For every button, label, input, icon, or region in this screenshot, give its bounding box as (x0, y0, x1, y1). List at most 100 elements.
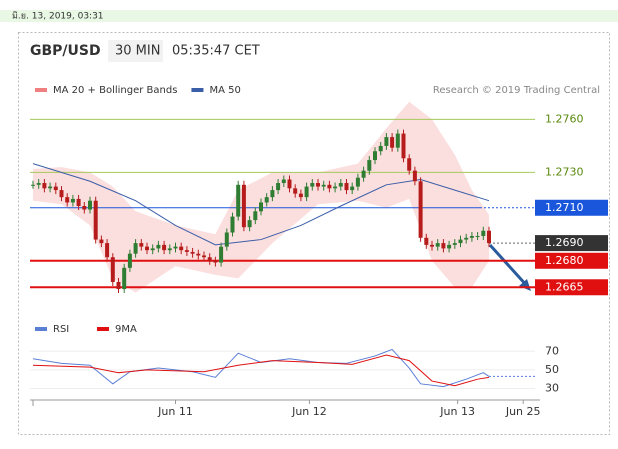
candle-body (264, 197, 269, 203)
candle-body (361, 170, 366, 178)
candle-body (458, 239, 463, 244)
candle-body (464, 237, 469, 240)
candle-body (167, 248, 172, 251)
rsi-tick-label: 30 (545, 381, 559, 394)
candle-body (202, 255, 206, 258)
candle-body (88, 200, 92, 210)
rsi-legend-label: 9MA (115, 324, 137, 335)
candle-body (133, 243, 138, 254)
candle-body (247, 220, 252, 228)
candle-body (333, 186, 338, 189)
forecast-arrow (488, 243, 530, 289)
candle-body (367, 160, 372, 171)
time: 05:35:47 CET (172, 44, 260, 59)
legend-label: MA 50 (209, 85, 240, 96)
candle-body (213, 260, 218, 263)
x-tick-label: Jun 13 (439, 405, 475, 418)
ma50-line (32, 163, 490, 246)
candle-body (390, 137, 395, 148)
candle-body (441, 243, 446, 249)
legend-label: MA 20 + Bollinger Bands (53, 85, 177, 96)
candle-body (139, 243, 144, 247)
legend-swatch (191, 88, 204, 92)
x-tick-label: Jun 25 (505, 405, 541, 418)
candle-body (430, 244, 434, 247)
candle-body (321, 184, 326, 187)
candle-body (48, 186, 53, 189)
candle-body (276, 183, 281, 191)
timestamp-bar (0, 10, 618, 22)
candle-body (401, 133, 406, 159)
candle-body (412, 170, 417, 182)
level-box (535, 279, 608, 296)
candle-body (236, 184, 241, 217)
candle-body (145, 246, 149, 251)
interval-bg (108, 40, 163, 62)
candle-body (293, 188, 298, 194)
candle-body (196, 253, 201, 256)
chart-title: GBP/USD (30, 43, 101, 59)
candle-body (424, 237, 429, 245)
level-label: 1.2730 (545, 165, 584, 178)
candle-body (65, 197, 70, 203)
candle-body (452, 243, 457, 245)
candle-body (42, 183, 47, 189)
candle-body (76, 198, 81, 206)
candle-body (487, 230, 491, 244)
candle-body (224, 232, 229, 247)
candle-body (475, 236, 480, 238)
candle-body (407, 158, 412, 171)
candle-body (105, 243, 110, 258)
candle-body (179, 246, 184, 251)
candle-body (395, 133, 400, 148)
candle-body (327, 184, 332, 189)
candle-body (270, 190, 275, 198)
candle-body (338, 183, 343, 187)
x-tick-label: Jun 12 (291, 405, 327, 418)
candle-body (350, 186, 355, 191)
candle-body (281, 179, 286, 184)
candle-body (355, 177, 360, 187)
candle-body (122, 267, 127, 290)
level-label: 1.2665 (545, 280, 584, 293)
candle-body (156, 244, 161, 249)
candle-body (150, 248, 155, 251)
candle-body (481, 230, 486, 237)
candle-body (127, 253, 132, 268)
candle-body (110, 257, 115, 282)
legend-swatch (35, 88, 47, 92)
candle-body (116, 281, 121, 290)
candle-body (207, 257, 212, 261)
candle-body (219, 246, 224, 263)
rsi-tick-label: 50 (545, 363, 559, 376)
x-tick-label: Jun 11 (157, 405, 193, 418)
rsi-tick-label: 70 (545, 344, 559, 357)
candle-body (31, 184, 35, 186)
candle-body (99, 239, 104, 244)
panel-frame (18, 32, 610, 435)
candle-body (36, 183, 41, 185)
candle-body (190, 251, 195, 254)
candle-body (384, 137, 389, 146)
candle-body (298, 193, 303, 198)
level-box (535, 199, 608, 216)
candle-body (93, 200, 98, 240)
interval: 30 MIN (115, 44, 160, 59)
candle-body (259, 202, 263, 212)
candle-body (378, 145, 383, 152)
candle-body (447, 244, 452, 249)
candle-body (469, 236, 474, 238)
level-box (535, 252, 608, 269)
level-label: 1.2760 (545, 112, 584, 125)
level-label: 1.2710 (545, 201, 584, 214)
candle-body (173, 246, 178, 249)
candle-body (316, 183, 320, 187)
candle-body (53, 186, 58, 191)
candle-body (82, 206, 87, 210)
timestamp: มิ.ย. 13, 2019, 03:31 (12, 11, 104, 22)
candle-body (344, 183, 349, 191)
candle-body (162, 244, 167, 251)
candle-body (418, 181, 423, 238)
